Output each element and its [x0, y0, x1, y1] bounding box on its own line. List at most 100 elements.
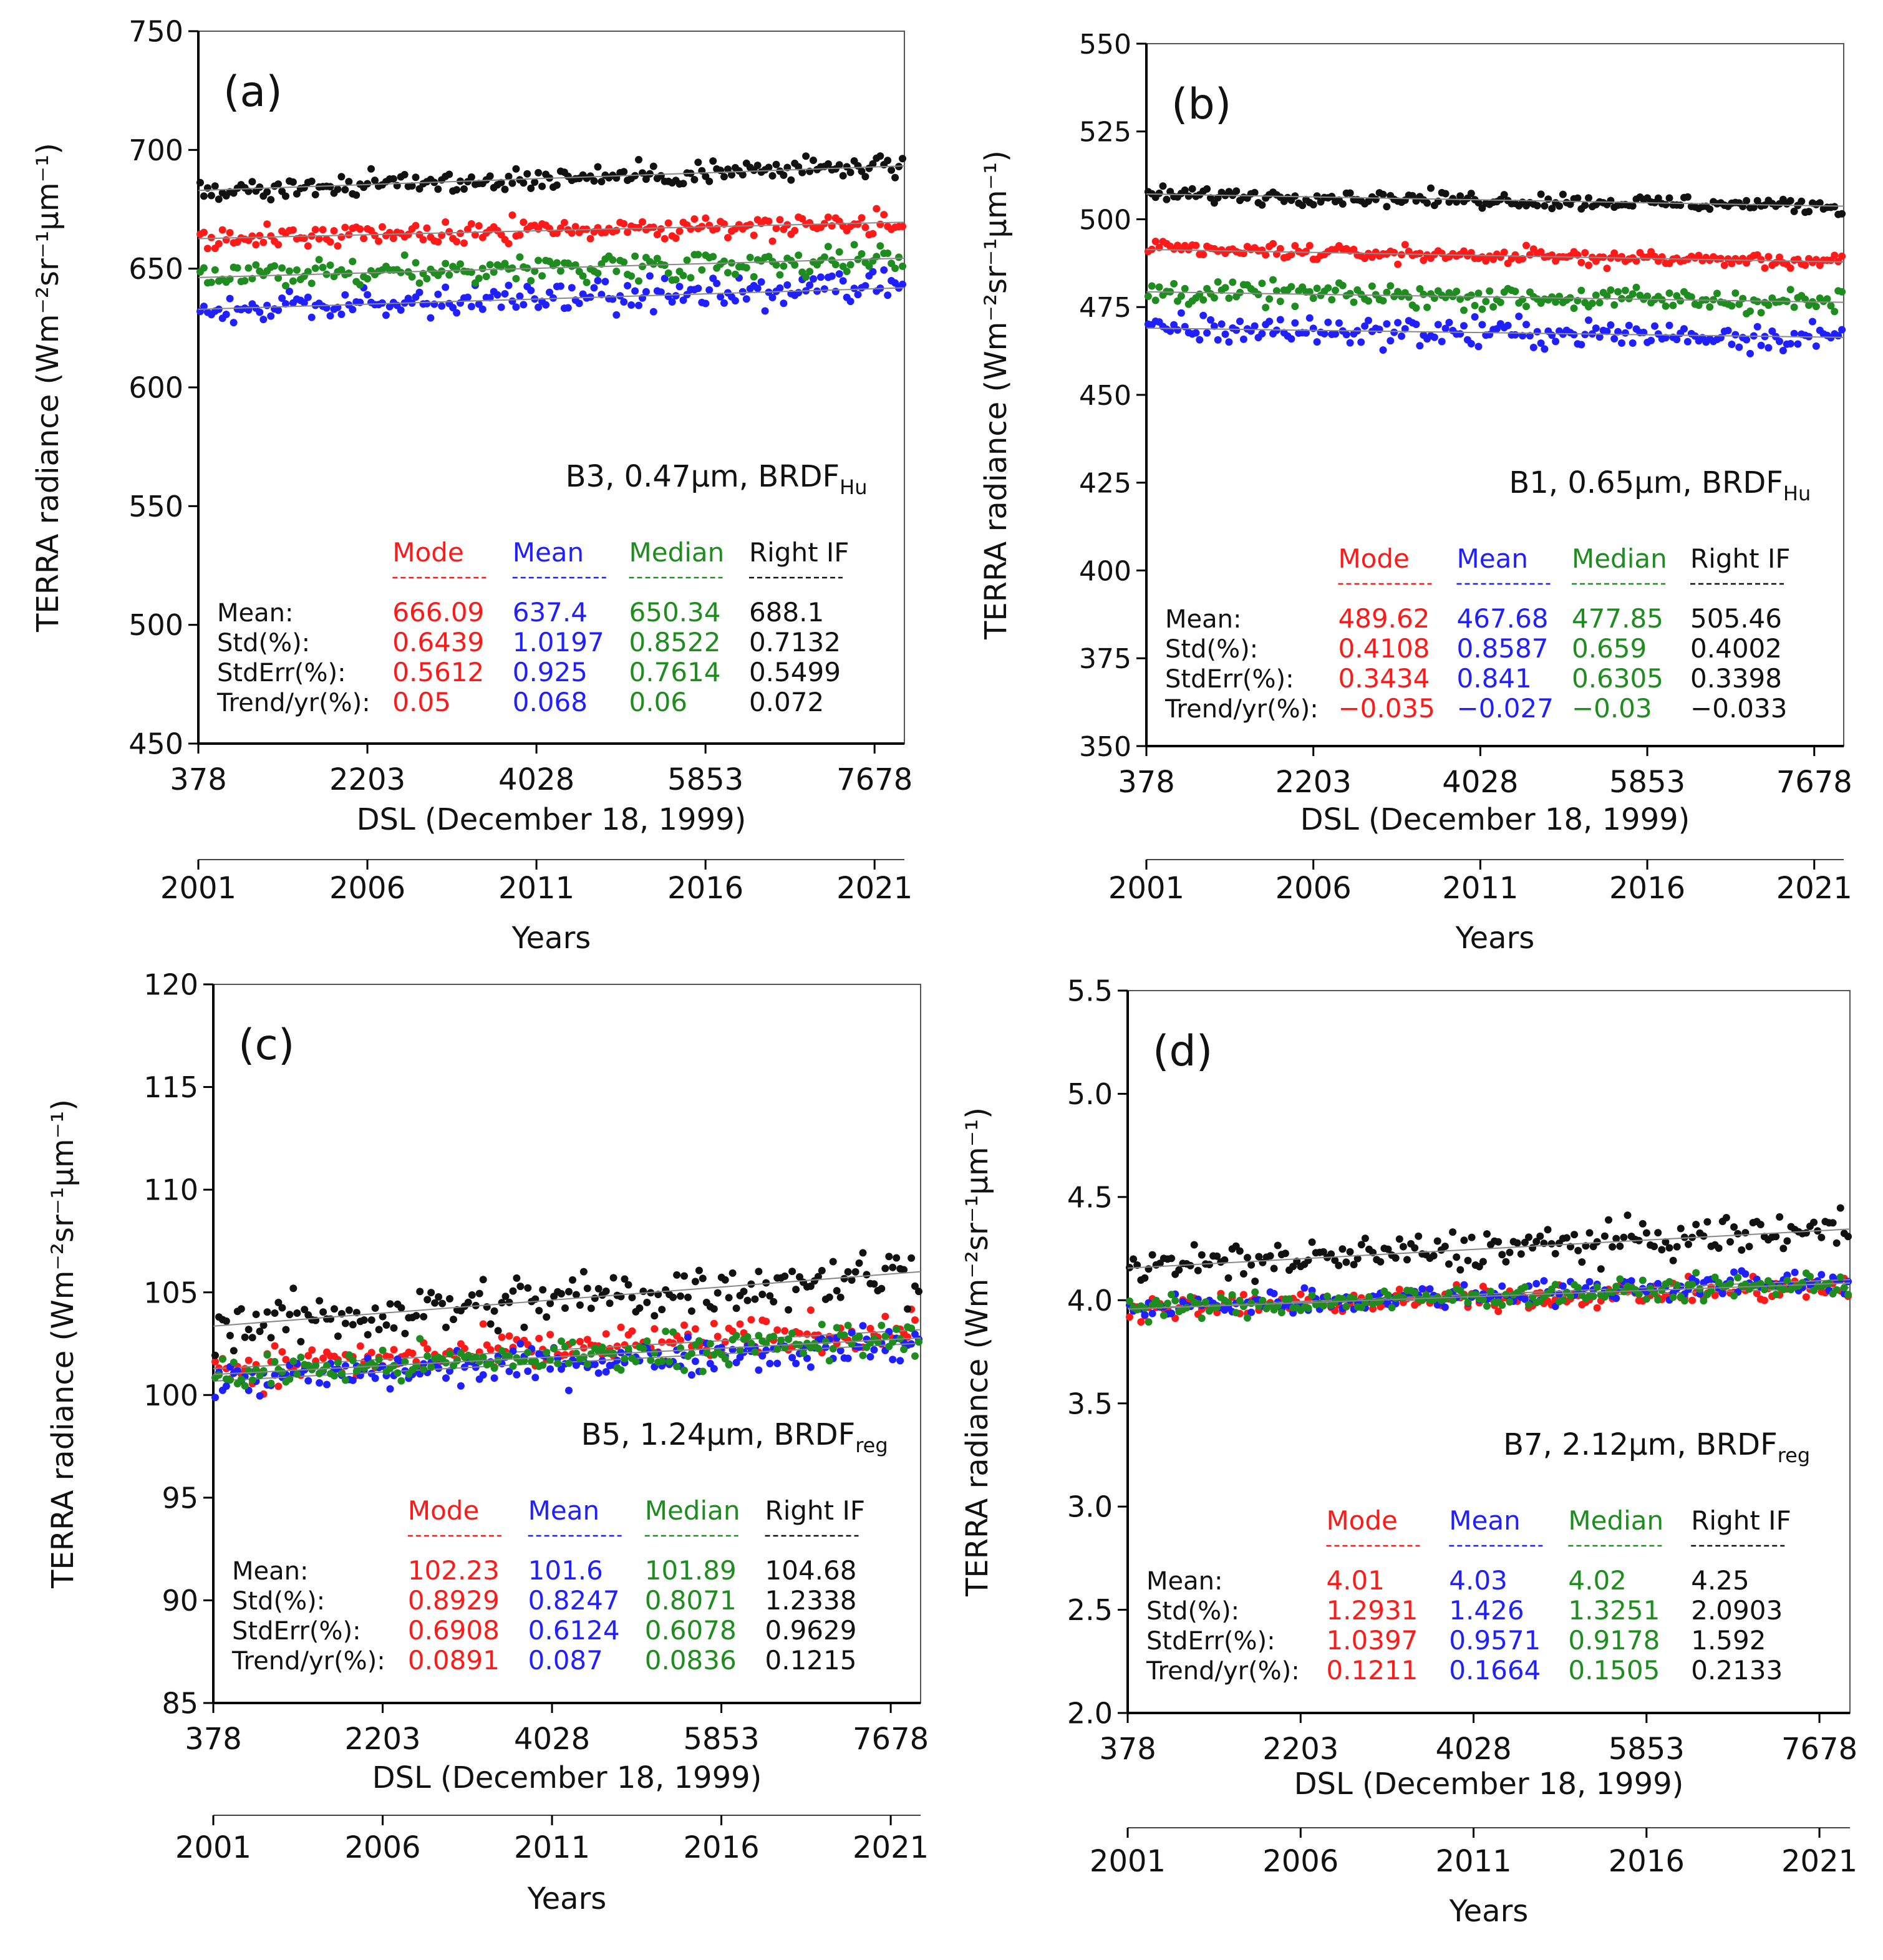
data-point-mean — [1287, 335, 1295, 343]
data-point-right_if — [1445, 1260, 1453, 1268]
data-point-right_if — [486, 172, 494, 180]
stat-value-right_if: 0.7132 — [749, 627, 841, 657]
data-point-median — [1229, 278, 1237, 286]
y-tick-label: 100 — [143, 1379, 198, 1412]
years-tick-label: 2011 — [514, 1830, 590, 1865]
data-point-right_if — [226, 1332, 234, 1339]
data-point-mode — [624, 228, 632, 236]
data-point-right_if — [1399, 1243, 1407, 1251]
data-point-median — [293, 266, 301, 274]
data-point-mean — [1441, 1303, 1449, 1311]
data-point-right_if — [621, 1275, 629, 1283]
data-point-right_if — [1433, 1237, 1441, 1245]
y-tick-label: 425 — [1079, 468, 1131, 500]
data-point-mean — [1141, 1311, 1149, 1319]
data-point-median — [762, 1339, 770, 1347]
y-tick-label: 85 — [162, 1687, 198, 1720]
data-point-right_if — [796, 1273, 803, 1281]
data-point-mean — [627, 301, 636, 309]
data-point-right_if — [609, 1274, 617, 1282]
data-point-mode — [308, 1346, 316, 1354]
y-axis-label: TERRA radiance (Wm⁻²sr⁻¹μm⁻¹) — [979, 150, 1014, 640]
data-point-mean — [337, 310, 346, 318]
data-point-right_if — [1309, 201, 1317, 209]
data-point-mean — [349, 306, 357, 314]
data-point-right_if — [293, 1309, 301, 1317]
data-point-median — [702, 1349, 710, 1357]
data-point-right_if — [512, 165, 520, 173]
stat-value-right_if: 4.25 — [1691, 1565, 1750, 1596]
data-point-mean — [783, 281, 791, 289]
trend-line-right_if — [198, 165, 905, 192]
data-point-median — [394, 1369, 402, 1377]
data-point-right_if — [691, 1278, 699, 1286]
data-point-right_if — [1148, 1251, 1156, 1259]
data-point-median — [781, 1344, 789, 1352]
data-point-right_if — [524, 1284, 532, 1292]
data-point-median — [1379, 297, 1387, 305]
data-point-right_if — [1844, 1233, 1852, 1241]
data-point-right_if — [833, 1287, 841, 1295]
data-point-mean — [1412, 321, 1420, 328]
data-point-right_if — [889, 1263, 897, 1271]
data-point-median — [334, 1359, 342, 1367]
data-point-mode — [911, 1316, 919, 1324]
stat-value-median: 0.8522 — [629, 627, 721, 657]
data-point-mode — [1420, 256, 1428, 264]
data-point-mode — [207, 233, 215, 241]
data-point-right_if — [442, 1323, 450, 1331]
data-point-right_if — [1654, 194, 1662, 202]
data-point-right_if — [1453, 1253, 1461, 1261]
x-tick-label: 5853 — [1609, 765, 1685, 800]
stat-value-mode: 666.09 — [392, 597, 484, 628]
data-point-median — [337, 1369, 346, 1377]
data-point-mode — [267, 232, 275, 240]
data-point-mean — [497, 303, 505, 311]
data-point-right_if — [1479, 1258, 1487, 1266]
data-point-mean — [1818, 1271, 1826, 1279]
data-point-mean — [691, 1357, 699, 1366]
data-point-median — [800, 1349, 807, 1357]
stat-value-right_if: 0.2133 — [1691, 1655, 1783, 1686]
data-point-median — [653, 255, 661, 263]
data-point-right_if — [408, 182, 416, 190]
data-point-mean — [1276, 316, 1284, 324]
data-point-median — [598, 1343, 606, 1351]
data-point-right_if — [1210, 199, 1218, 207]
data-point-right_if — [371, 1304, 379, 1312]
data-point-mode — [1262, 251, 1270, 259]
stat-row-label: StdErr(%): — [232, 1617, 361, 1646]
data-point-right_if — [307, 177, 316, 185]
data-point-mean — [839, 277, 847, 285]
data-point-right_if — [673, 1271, 681, 1279]
years-axis-label: Years — [1449, 1894, 1529, 1929]
data-point-mean — [1217, 320, 1226, 328]
data-point-right_if — [590, 177, 598, 185]
data-point-mean — [524, 1367, 532, 1375]
data-point-mean — [1610, 335, 1619, 342]
data-point-right_if — [282, 192, 289, 200]
data-point-median — [624, 1345, 632, 1353]
stat-value-median: 4.02 — [1568, 1565, 1627, 1596]
data-point-mean — [558, 1365, 565, 1373]
stat-value-median: 0.0836 — [645, 1645, 737, 1676]
data-point-right_if — [1585, 1229, 1594, 1237]
data-point-median — [538, 272, 546, 280]
data-point-median — [1287, 283, 1295, 291]
years-axis-label: Years — [527, 1881, 607, 1916]
data-point-mode — [876, 220, 884, 228]
data-point-median — [1198, 1314, 1206, 1322]
data-point-mode — [649, 223, 657, 231]
data-point-median — [1726, 1279, 1734, 1288]
data-point-mode — [560, 218, 568, 226]
data-point-median — [788, 1329, 796, 1337]
data-point-right_if — [780, 171, 788, 179]
data-point-median — [1489, 303, 1498, 311]
data-point-right_if — [1585, 194, 1592, 202]
data-point-mean — [1210, 322, 1218, 330]
data-point-mean — [446, 1367, 453, 1375]
data-point-median — [687, 274, 695, 282]
data-point-median — [900, 1346, 908, 1354]
data-point-mean — [1730, 1268, 1738, 1276]
data-point-right_if — [379, 1312, 387, 1321]
